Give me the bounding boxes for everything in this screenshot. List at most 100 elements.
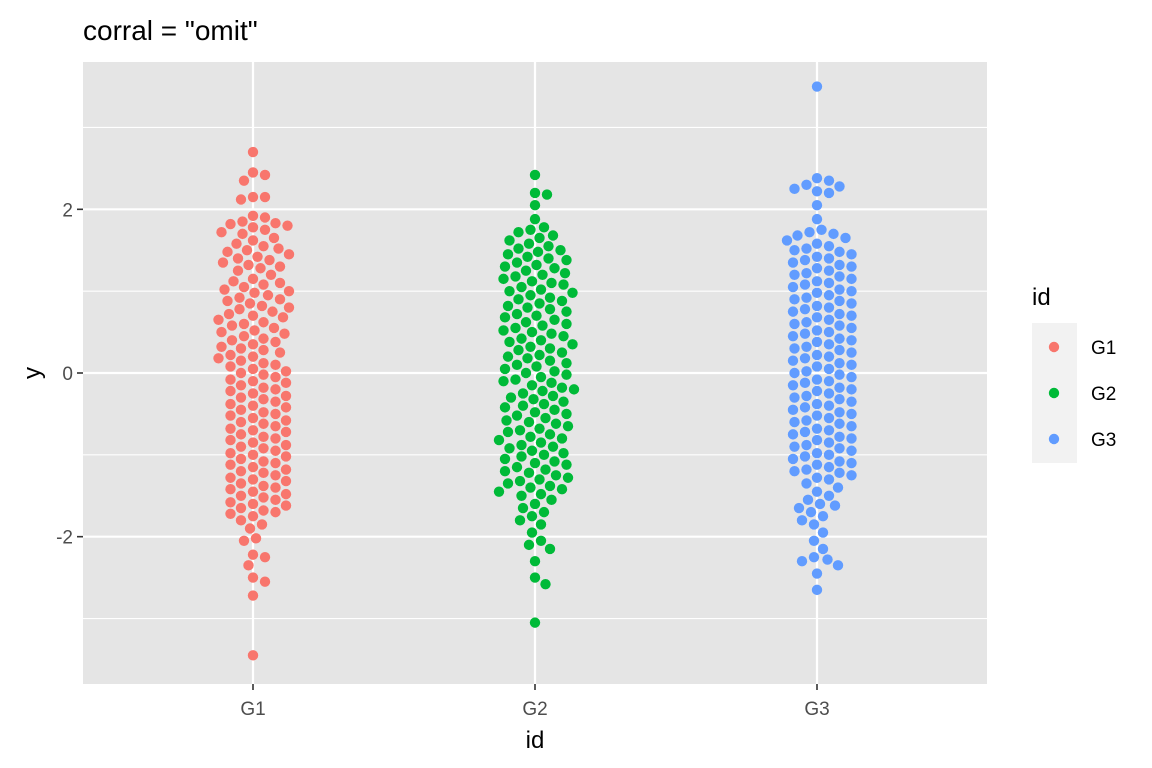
point-G1-117	[258, 443, 269, 454]
point-G2-89	[538, 398, 550, 410]
point-G3-126	[801, 464, 812, 475]
point-G1-34	[247, 273, 259, 285]
point-G3-112	[811, 434, 823, 446]
point-G3-94	[811, 398, 823, 410]
point-G1-1	[247, 167, 259, 178]
legend-title: id	[1032, 284, 1051, 311]
point-G2-59	[504, 336, 515, 348]
point-G2-124	[550, 470, 562, 481]
point-G2-45	[511, 308, 523, 320]
point-G3-54	[801, 317, 812, 328]
point-G1-154	[250, 533, 262, 544]
point-G2-15	[532, 246, 544, 258]
point-G2-120	[511, 461, 523, 473]
point-G1-23	[222, 246, 233, 258]
point-G3-47	[823, 302, 835, 313]
point-G3-68	[834, 344, 845, 356]
point-G2-1	[529, 187, 541, 199]
point-G1-98	[235, 404, 247, 416]
point-G1-26	[232, 253, 244, 264]
point-G3-115	[789, 441, 800, 452]
point-G1-102	[247, 412, 259, 424]
point-G2-6	[525, 224, 536, 235]
y-axis-ticks: -2 0 2	[56, 200, 83, 549]
x-axis-ticks: G1 G2 G3	[240, 684, 830, 720]
point-G1-59	[249, 325, 260, 336]
point-G2-85	[547, 390, 559, 402]
point-G2-16	[502, 249, 514, 260]
point-G3-78	[801, 366, 812, 377]
point-G2-77	[510, 374, 521, 385]
point-G3-62	[834, 333, 845, 344]
point-G3-65	[823, 339, 835, 350]
point-G1-35	[228, 276, 239, 287]
point-G1-108	[247, 425, 259, 436]
point-G3-84	[799, 377, 811, 389]
point-G3-27	[846, 261, 857, 272]
point-G2-49	[520, 317, 532, 328]
point-G3-8	[811, 200, 823, 211]
point-G2-145	[544, 543, 556, 555]
point-G3-48	[799, 303, 811, 315]
point-G3-97	[787, 404, 799, 416]
point-G2-81	[556, 382, 568, 393]
point-G3-99	[846, 408, 857, 420]
point-G2-51	[537, 320, 548, 331]
legend-label-G1: G1	[1091, 338, 1116, 359]
point-G2-55	[546, 328, 557, 339]
point-G2-104	[544, 429, 556, 440]
point-G2-41	[502, 300, 514, 312]
point-G2-11	[523, 238, 535, 249]
point-G1-78	[247, 363, 259, 375]
point-G2-37	[544, 292, 556, 303]
point-G1-33	[265, 269, 277, 280]
point-G1-2	[259, 169, 271, 181]
point-G2-17	[522, 251, 533, 262]
point-G3-147	[808, 551, 820, 563]
point-G2-62	[544, 343, 556, 354]
point-G2-56	[558, 330, 569, 342]
point-G2-102	[514, 425, 526, 436]
point-G3-151	[811, 568, 823, 579]
point-G1-53	[277, 312, 289, 323]
point-G2-92	[549, 404, 560, 416]
point-G2-70	[511, 359, 523, 371]
point-G2-30	[546, 277, 557, 289]
point-G3-105	[846, 420, 857, 432]
point-G3-64	[811, 336, 823, 348]
point-G2-91	[499, 402, 511, 413]
y-tick-label-2: 2	[62, 200, 73, 221]
point-G1-70	[274, 347, 286, 358]
plot-title: corral = "omit"	[83, 15, 258, 46]
point-G2-126	[534, 474, 545, 485]
point-G3-71	[823, 351, 835, 362]
point-G2-60	[567, 339, 578, 350]
y-axis-title: y	[19, 367, 46, 379]
point-G1-103	[280, 415, 292, 426]
point-G1-82	[270, 371, 281, 383]
point-G1-133	[280, 475, 292, 487]
point-G3-132	[801, 478, 812, 489]
point-G3-74	[834, 357, 845, 369]
point-G1-68	[235, 343, 247, 354]
point-G3-76	[811, 361, 823, 372]
point-G2-142	[526, 527, 538, 538]
point-G1-107	[225, 423, 236, 434]
point-G2-74	[520, 367, 532, 379]
point-G2-58	[535, 335, 547, 346]
point-G1-159	[247, 572, 259, 583]
point-G2-116	[499, 453, 511, 465]
point-G3-16	[811, 238, 823, 249]
point-G2-148	[540, 578, 551, 590]
point-G2-57	[516, 333, 527, 344]
point-G3-28	[811, 263, 823, 274]
point-G2-78	[498, 375, 509, 387]
point-G1-37	[258, 279, 269, 290]
point-G1-47	[256, 300, 268, 312]
point-G3-101	[823, 412, 835, 424]
point-G2-147	[529, 572, 541, 583]
point-G1-72	[247, 351, 259, 362]
point-G2-13	[513, 243, 524, 254]
point-G3-20	[834, 246, 845, 258]
point-G3-60	[799, 328, 811, 339]
